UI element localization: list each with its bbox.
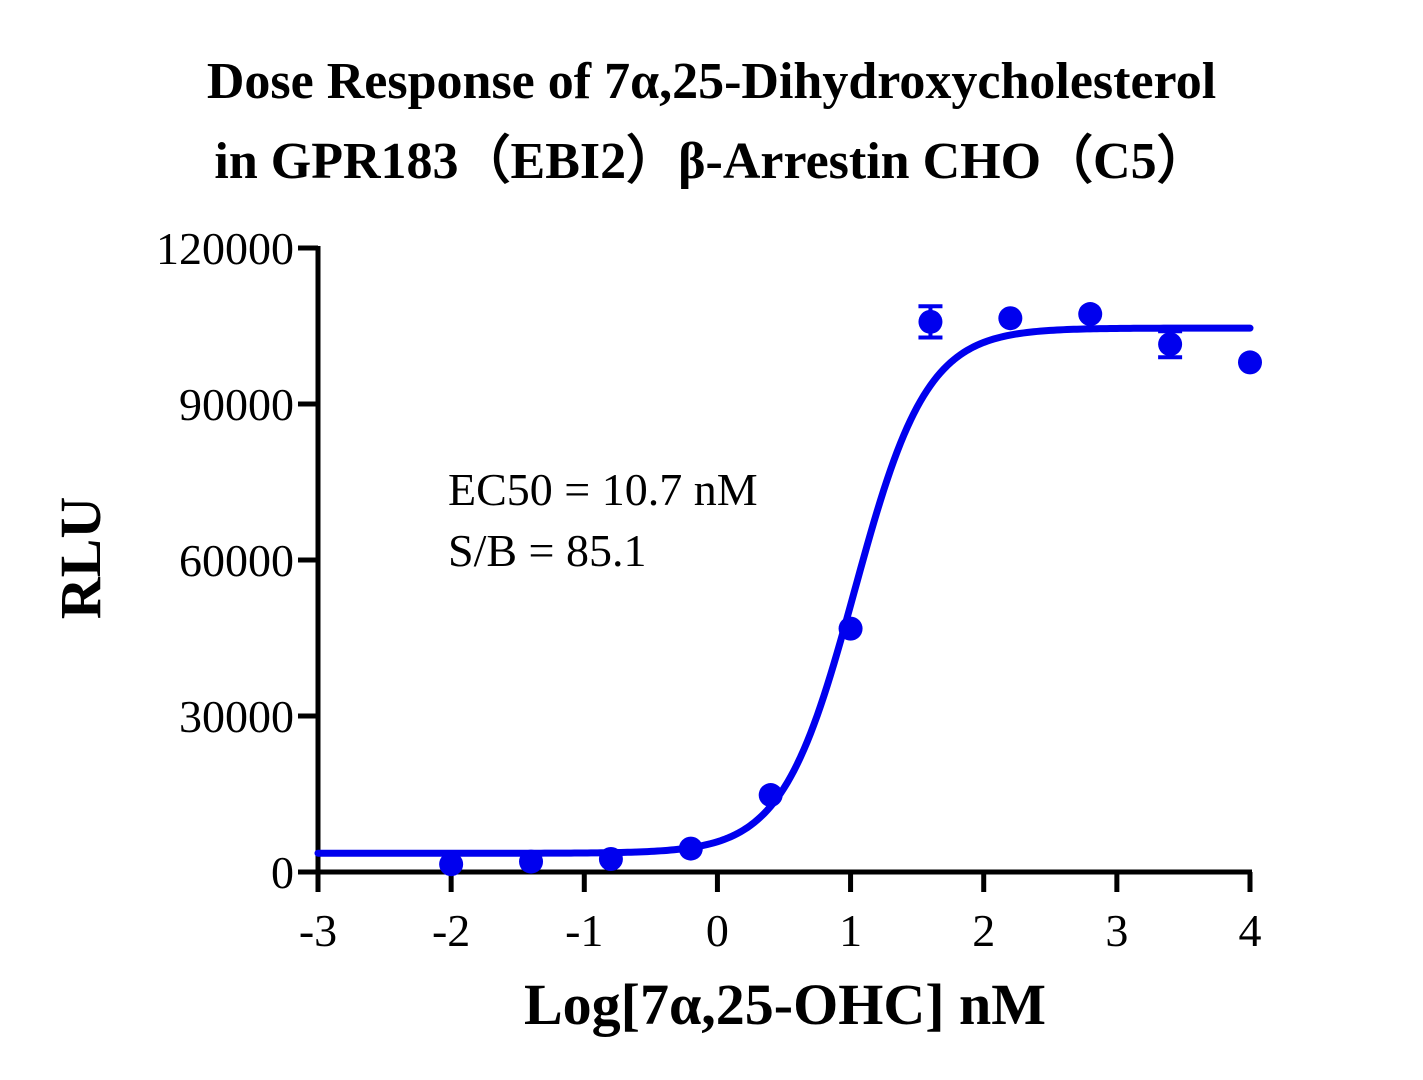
data-point xyxy=(838,616,863,641)
y-tick-label: 0 xyxy=(271,847,294,898)
chart-title-line-2: in GPR183（EBI2）β-Arrestin CHO（C5） xyxy=(214,133,1209,190)
y-tick-label: 30000 xyxy=(179,691,294,742)
data-point xyxy=(439,852,464,877)
x-tick-label: -2 xyxy=(432,905,470,956)
data-points xyxy=(439,302,1262,877)
data-point xyxy=(1158,332,1183,357)
x-tick-label: 1 xyxy=(839,905,862,956)
ec50-annotation: EC50 = 10.7 nM xyxy=(448,464,758,515)
y-ticks: 0 30000 60000 90000 120000 xyxy=(156,223,318,898)
data-point xyxy=(519,849,544,874)
y-axis-label: RLU xyxy=(48,497,113,619)
data-point xyxy=(678,836,703,861)
x-tick-label: 2 xyxy=(972,905,995,956)
data-point xyxy=(918,309,943,334)
x-tick-label: 3 xyxy=(1105,905,1128,956)
data-point xyxy=(998,306,1023,331)
data-point xyxy=(1238,350,1262,375)
chart-title-line-1: Dose Response of 7α,25-Dihydroxycholeste… xyxy=(206,53,1217,110)
x-ticks: -3 -2 -1 0 1 2 3 4 xyxy=(299,872,1262,956)
fit-curve xyxy=(314,324,1254,857)
y-tick-label: 90000 xyxy=(179,379,294,430)
sb-annotation: S/B = 85.1 xyxy=(448,525,647,576)
y-tick-label: 60000 xyxy=(179,535,294,586)
x-tick-label: 4 xyxy=(1239,905,1262,956)
y-tick-label: 120000 xyxy=(156,223,294,274)
data-point xyxy=(758,783,783,808)
x-axis-label: Log[7α,25-OHC] nM xyxy=(524,972,1046,1037)
x-tick-label: -1 xyxy=(565,905,603,956)
x-tick-label: 0 xyxy=(706,905,729,956)
data-point xyxy=(598,847,623,871)
data-point xyxy=(1078,302,1103,327)
x-tick-label: -3 xyxy=(299,905,337,956)
